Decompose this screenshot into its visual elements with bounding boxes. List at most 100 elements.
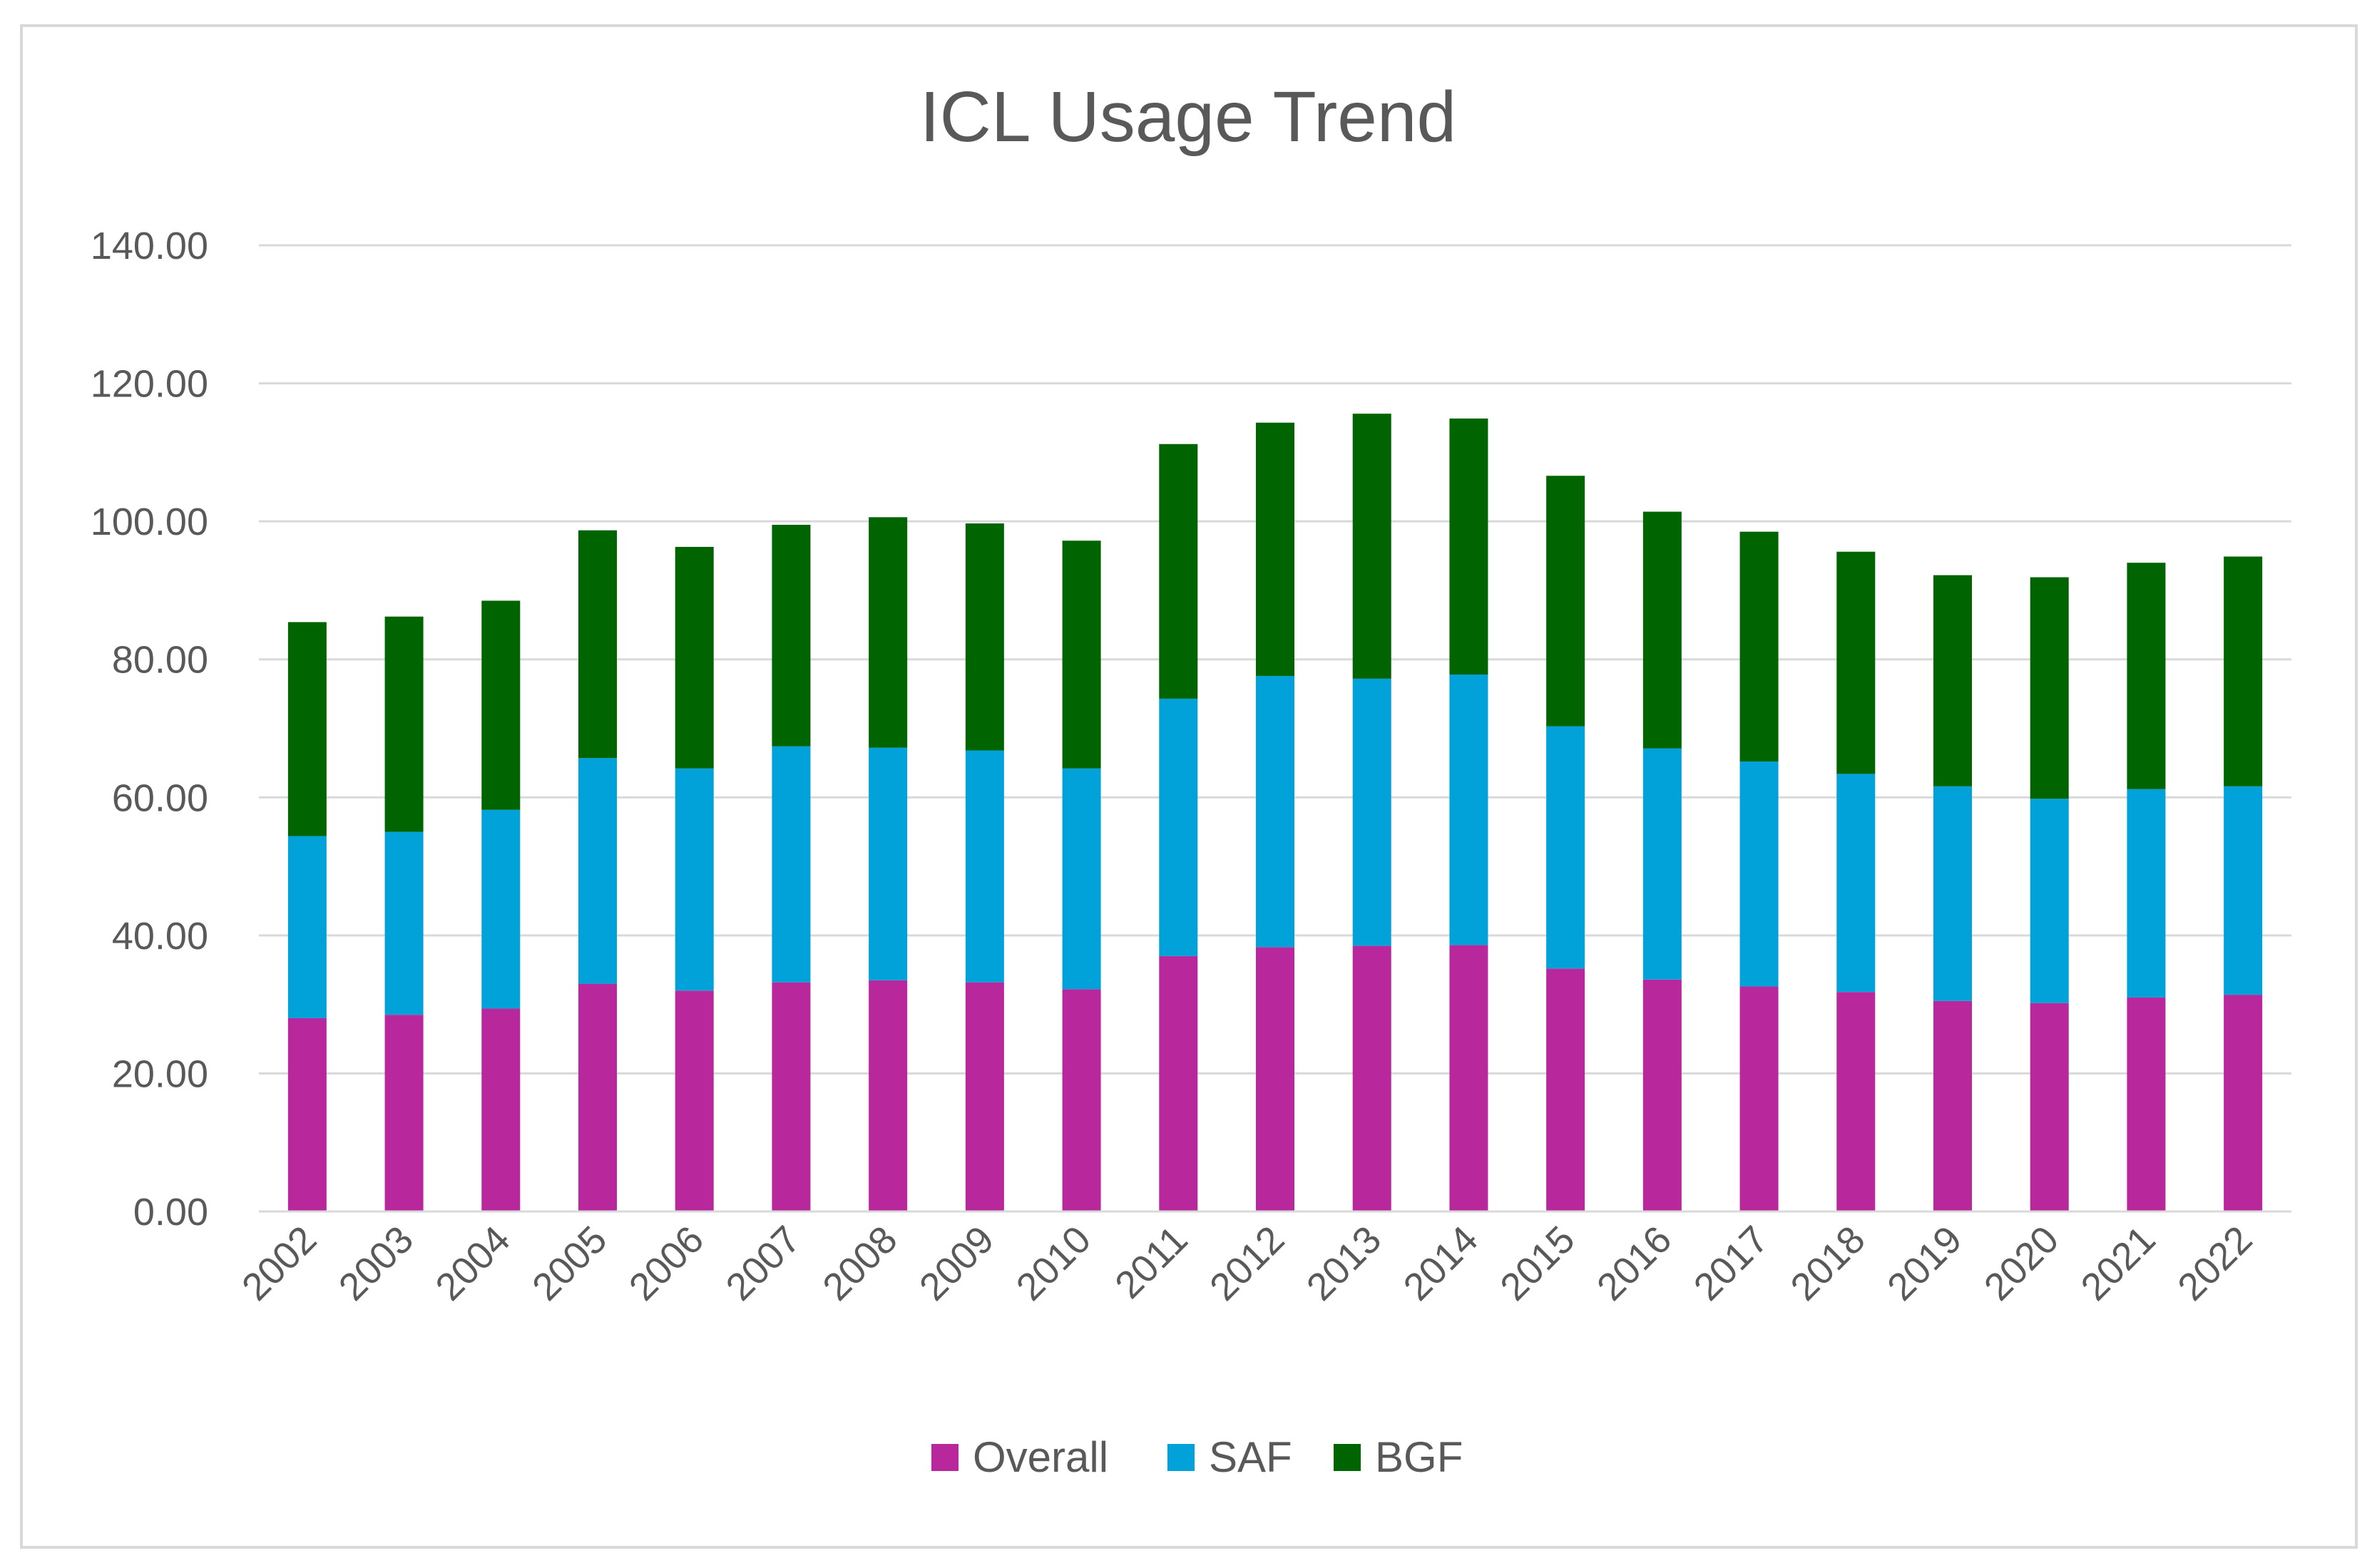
x-tick-label: 2007	[718, 1218, 809, 1308]
y-axis: 0.00 20.00 40.00 60.00 80.00 100.00 120.00 140.…	[91, 225, 208, 1234]
bar-bgf-2007	[772, 524, 811, 747]
bar-overall-2002	[287, 1018, 327, 1211]
bar-overall-2011	[1159, 955, 1198, 1211]
legend-label-overall: Overall	[973, 1433, 1108, 1481]
y-tick-label: 100.00	[91, 501, 208, 543]
x-tick-label: 2012	[1202, 1218, 1292, 1308]
bar-bgf-2020	[2030, 577, 2069, 799]
bar-overall-2014	[1449, 945, 1488, 1211]
bar-saf-2007	[772, 746, 811, 983]
y-tick-label: 20.00	[112, 1052, 208, 1095]
legend-swatch-saf	[1167, 1444, 1195, 1471]
bar-bgf-2019	[1933, 575, 1972, 786]
bar-bgf-2017	[1739, 531, 1779, 762]
bar-bgf-2004	[481, 600, 521, 810]
bar-bgf-2011	[1159, 444, 1198, 699]
x-tick-label: 2011	[1107, 1218, 1196, 1307]
bar-saf-2011	[1159, 698, 1198, 956]
bar-bgf-2012	[1256, 422, 1294, 676]
bar-saf-2012	[1256, 675, 1294, 948]
bar-saf-2014	[1449, 675, 1488, 946]
y-tick-label: 60.00	[112, 777, 208, 819]
bar-bgf-2013	[1352, 414, 1391, 679]
y-tick-label: 140.00	[91, 225, 208, 267]
bar-saf-2009	[965, 750, 1004, 983]
y-tick-label: 40.00	[112, 915, 208, 958]
x-tick-label: 2020	[1976, 1218, 2067, 1308]
bar-saf-2022	[2224, 786, 2263, 995]
bar-bgf-2021	[2127, 563, 2166, 789]
x-tick-label: 2014	[1396, 1218, 1486, 1308]
bar-overall-2015	[1546, 968, 1585, 1211]
bar-bgf-2015	[1546, 476, 1585, 727]
bar-saf-2010	[1062, 768, 1101, 990]
bar-saf-2019	[1933, 786, 1972, 1001]
bar-overall-2007	[772, 982, 811, 1211]
bar-saf-2004	[481, 809, 521, 1009]
bar-saf-2018	[1836, 774, 1876, 993]
bar-saf-2013	[1352, 678, 1391, 946]
bar-bgf-2018	[1836, 551, 1876, 774]
bar-overall-2009	[965, 982, 1004, 1211]
x-tick-label: 2017	[1686, 1218, 1777, 1308]
chart-title: ICL Usage Trend	[920, 77, 1456, 157]
x-tick-label: 2008	[814, 1218, 905, 1308]
bar-overall-2008	[869, 980, 908, 1211]
legend-swatch-bgf	[1334, 1444, 1361, 1471]
x-tick-label: 2003	[331, 1218, 421, 1308]
bar-overall-2004	[481, 1008, 521, 1211]
bar-overall-2003	[384, 1015, 424, 1211]
bar-saf-2006	[675, 768, 714, 991]
bar-saf-2021	[2127, 789, 2166, 998]
bar-overall-2016	[1642, 979, 1682, 1211]
bar-saf-2005	[578, 758, 617, 984]
legend-label-bgf: BGF	[1375, 1433, 1463, 1481]
bar-overall-2006	[675, 990, 714, 1211]
bar-overall-2020	[2030, 1003, 2069, 1211]
bar-saf-2016	[1642, 748, 1682, 980]
bar-overall-2019	[1933, 1000, 1972, 1211]
bar-overall-2022	[2224, 995, 2263, 1211]
bar-bgf-2022	[2224, 556, 2263, 786]
bar-bgf-2006	[675, 546, 714, 769]
x-axis: 2002 2003 2004 2005 2006 2007 2008 2009 2010 2011…	[234, 1218, 2261, 1308]
bar-saf-2002	[287, 836, 327, 1018]
y-tick-label: 120.00	[91, 363, 208, 406]
bar-saf-2015	[1546, 726, 1585, 969]
x-tick-label: 2019	[1879, 1218, 1970, 1308]
bar-overall-2013	[1352, 946, 1391, 1211]
bar-overall-2018	[1836, 992, 1876, 1211]
bar-bgf-2003	[384, 616, 424, 832]
legend-label-saf: SAF	[1209, 1433, 1292, 1481]
y-tick-label: 80.00	[112, 639, 208, 682]
legend-swatch-overall	[931, 1444, 959, 1471]
bar-saf-2017	[1739, 761, 1779, 987]
bar-saf-2020	[2030, 799, 2069, 1003]
x-tick-label: 2002	[234, 1218, 324, 1308]
x-tick-label: 2018	[1782, 1218, 1873, 1308]
bar-bgf-2014	[1449, 418, 1488, 675]
x-tick-label: 2013	[1299, 1218, 1389, 1308]
bar-saf-2008	[869, 747, 908, 980]
x-tick-label: 2022	[2169, 1218, 2260, 1308]
bar-bgf-2009	[965, 523, 1004, 751]
bar-overall-2017	[1739, 986, 1779, 1211]
x-tick-label: 2009	[911, 1218, 1002, 1308]
bar-saf-2003	[384, 831, 424, 1015]
bar-bgf-2010	[1062, 540, 1101, 769]
x-tick-label: 2006	[621, 1218, 712, 1308]
bar-overall-2021	[2127, 997, 2166, 1211]
bar-bgf-2005	[578, 530, 617, 759]
bar-overall-2012	[1256, 947, 1294, 1211]
bar-overall-2010	[1062, 989, 1101, 1211]
x-tick-label: 2021	[2073, 1218, 2164, 1308]
x-tick-label: 2015	[1492, 1218, 1583, 1308]
bar-overall-2005	[578, 983, 617, 1211]
bars	[287, 414, 2263, 1211]
bar-bgf-2016	[1642, 511, 1682, 749]
x-tick-label: 2016	[1589, 1218, 1680, 1308]
x-tick-label: 2004	[427, 1218, 518, 1308]
legend: Overall SAF BGF	[931, 1433, 1463, 1481]
x-tick-label: 2005	[524, 1218, 615, 1308]
